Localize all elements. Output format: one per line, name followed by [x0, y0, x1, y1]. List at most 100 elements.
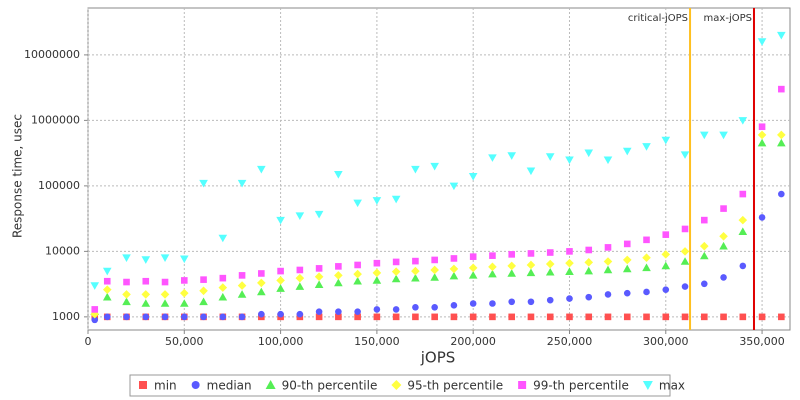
point [488, 154, 497, 162]
point [757, 38, 767, 46]
point [277, 310, 284, 318]
point [335, 313, 342, 321]
point [623, 240, 631, 248]
point [199, 297, 208, 306]
point [662, 231, 670, 238]
point [585, 313, 593, 321]
point [276, 216, 285, 225]
point [603, 156, 613, 165]
point [237, 290, 247, 298]
point [566, 313, 573, 321]
point [681, 283, 689, 290]
marker-label: critical-jOPS [628, 13, 688, 24]
point [661, 250, 671, 259]
point [122, 290, 131, 299]
point [123, 278, 130, 286]
point [662, 286, 670, 293]
point [314, 210, 324, 219]
point [642, 253, 651, 263]
x-tick-label: 150,000 [354, 335, 400, 348]
point [237, 179, 247, 188]
point [527, 250, 535, 257]
point [141, 256, 151, 264]
point [699, 241, 709, 251]
point [411, 165, 420, 174]
point [103, 277, 111, 285]
point [738, 227, 748, 235]
y-tick-label: 10000000 [24, 48, 80, 61]
point [295, 212, 305, 221]
point [431, 256, 438, 264]
point [295, 273, 305, 283]
point [507, 261, 517, 271]
point [161, 278, 169, 286]
point [584, 266, 594, 275]
point [680, 151, 690, 159]
point [431, 303, 438, 311]
point [160, 290, 170, 299]
legend-label: min [154, 379, 177, 393]
point [180, 313, 188, 321]
x-tick-label: 250,000 [547, 335, 593, 348]
point [546, 296, 554, 304]
x-tick-label: 0 [85, 335, 92, 348]
point [179, 288, 189, 298]
legend-label: 95-th percentile [407, 379, 503, 393]
point [334, 171, 343, 179]
point [757, 138, 767, 147]
point [507, 269, 517, 277]
point [219, 274, 227, 282]
point [719, 241, 728, 250]
point [257, 278, 266, 288]
point [391, 195, 401, 204]
point [604, 244, 612, 251]
point [90, 282, 100, 290]
point [314, 280, 324, 288]
point [527, 313, 535, 321]
point [373, 313, 381, 321]
point [257, 287, 266, 296]
point [449, 182, 459, 191]
point [180, 277, 188, 284]
point [200, 313, 207, 321]
point [622, 264, 632, 273]
point [546, 249, 554, 256]
point [508, 251, 516, 258]
point [276, 284, 285, 292]
point [430, 265, 439, 275]
point [526, 167, 536, 176]
point [353, 269, 362, 279]
x-tick-label: 300,000 [643, 335, 689, 348]
point [489, 313, 496, 321]
point [545, 153, 555, 161]
point [238, 313, 246, 321]
point [778, 313, 785, 321]
point [450, 302, 458, 309]
point [545, 259, 555, 269]
point [449, 271, 459, 280]
point [353, 276, 362, 285]
point [738, 215, 748, 225]
point [700, 216, 708, 224]
point [642, 263, 651, 272]
point [469, 300, 477, 307]
point [354, 313, 361, 321]
point [526, 268, 536, 277]
y-tick-label: 10000 [45, 244, 80, 257]
point [585, 293, 593, 301]
point [488, 262, 497, 272]
point [700, 313, 708, 321]
point [91, 306, 99, 313]
point [411, 266, 420, 276]
point [508, 298, 516, 306]
point [258, 310, 265, 318]
point [335, 263, 342, 270]
point [122, 297, 131, 306]
point [738, 117, 748, 125]
point [335, 308, 342, 315]
point [565, 156, 574, 165]
point [373, 259, 381, 267]
point [507, 152, 517, 160]
point [218, 234, 228, 243]
